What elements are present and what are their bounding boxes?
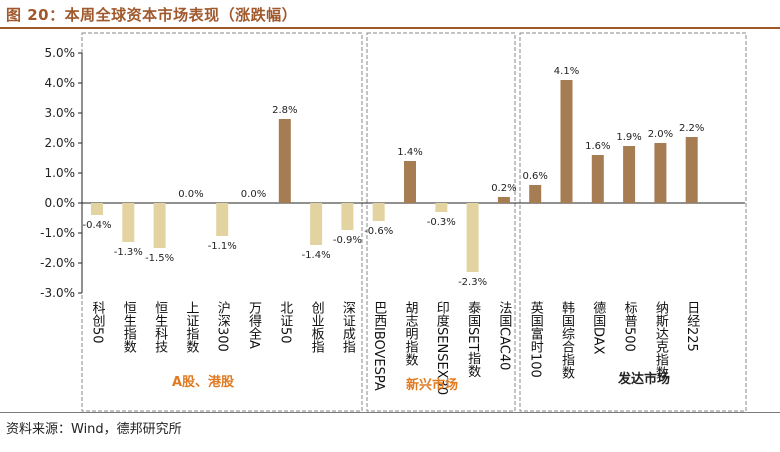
bar <box>216 203 229 236</box>
x-tick-label: 纳斯达克指数 <box>653 301 669 379</box>
y-tick-label: -3.0% <box>40 286 75 300</box>
y-tick-label: -1.0% <box>40 226 75 240</box>
bar <box>466 203 479 272</box>
group-label: A股、港股 <box>172 374 234 390</box>
bar <box>435 203 448 212</box>
bar <box>591 155 604 203</box>
x-tick-label: 恒生指数 <box>121 301 137 353</box>
x-tick-label: 巴西IBOVESPA <box>371 301 387 391</box>
x-tick-label: 标普500 <box>622 301 638 352</box>
chart-title: 图 20：本周全球资本市场表现（涨跌幅） <box>6 6 298 24</box>
x-tick-label: 科创50 <box>90 301 106 344</box>
bar <box>341 203 354 230</box>
x-tick-label: 创业板指 <box>309 301 325 353</box>
footer-rule <box>0 412 780 413</box>
bars <box>91 80 698 272</box>
data-label: -1.4% <box>302 250 331 261</box>
bar <box>685 137 698 203</box>
value-labels: -0.4%-1.3%-1.5%0.0%-1.1%0.0%2.8%-1.4%-0.… <box>82 66 704 288</box>
y-tick-label: 5.0% <box>45 46 76 60</box>
x-tick-label: 英国富时100 <box>528 301 544 378</box>
data-label: 4.1% <box>554 66 579 77</box>
bar <box>91 203 103 215</box>
data-label: 2.8% <box>272 105 297 116</box>
bar <box>654 143 667 203</box>
data-label: -0.4% <box>82 220 111 231</box>
bar <box>310 203 323 245</box>
y-axis: -3.0% -2.0% -1.0% 0.0% 1.0% 2.0% 3.0% 4.0% 5.0% <box>40 46 745 300</box>
bar <box>153 203 166 248</box>
data-label: 1.6% <box>585 141 610 152</box>
bar <box>372 203 385 221</box>
y-tick-label: -2.0% <box>40 256 75 270</box>
group-labels: A股、港股 新兴市场 发达市场 <box>172 371 670 393</box>
x-tick-label: 日经225 <box>684 301 700 352</box>
title-rule <box>0 27 780 29</box>
x-tick-label: 法国CAC40 <box>496 301 512 370</box>
bar <box>623 146 636 203</box>
group-label: 发达市场 <box>617 371 670 387</box>
bar <box>497 197 510 203</box>
x-tick-label: 万得全A <box>246 301 262 349</box>
x-tick-label: 沪深300 <box>215 300 231 351</box>
x-tick-label: 德国DAX <box>590 301 606 355</box>
data-label: 0.2% <box>491 183 516 194</box>
data-label: -1.5% <box>145 253 174 264</box>
y-tick-label: 0.0% <box>45 196 76 210</box>
group-frame-a-shares <box>81 32 363 412</box>
group-frame-developed <box>519 32 747 412</box>
group-label: 新兴市场 <box>406 377 458 393</box>
y-tick-label: 3.0% <box>45 106 76 120</box>
data-label: 1.4% <box>397 147 422 158</box>
y-tick-label: 2.0% <box>45 136 76 150</box>
y-tick-label: 1.0% <box>45 166 76 180</box>
source-note: 资料来源：Wind，德邦研究所 <box>6 422 182 437</box>
bar <box>122 203 135 242</box>
data-label: 0.0% <box>178 189 203 200</box>
data-label: 0.0% <box>241 189 266 200</box>
data-label: -0.3% <box>427 217 456 228</box>
x-tick-label: 恒生科技 <box>152 301 168 353</box>
data-label: 1.9% <box>616 132 641 143</box>
data-label: -2.3% <box>458 277 487 288</box>
group-frames <box>81 32 747 412</box>
data-label: 2.2% <box>679 123 704 134</box>
x-tick-label: 泰国SET指数 <box>465 301 481 378</box>
bar <box>529 185 542 203</box>
bar <box>278 119 291 203</box>
x-tick-label: 深证成指 <box>340 301 356 353</box>
data-label: 2.0% <box>648 129 673 140</box>
data-label: -1.1% <box>208 241 237 252</box>
x-tick-label: 印度SENSEX30 <box>434 301 450 395</box>
y-tick-label: 4.0% <box>45 76 76 90</box>
x-tick-label: 上证指数 <box>183 301 199 353</box>
data-label: 0.6% <box>522 171 547 182</box>
data-label: -0.6% <box>364 226 393 237</box>
data-label: -0.9% <box>333 235 362 246</box>
x-tick-label: 胡志明指数 <box>403 301 419 366</box>
data-label: -1.3% <box>114 247 143 258</box>
x-axis-labels: 科创50 恒生指数 恒生科技 上证指数 沪深300 万得全A 北证50 创业板指 深证成指 巴西I… <box>90 300 700 395</box>
bar <box>404 161 416 203</box>
bar-chart: -3.0%-2.0%-1.0%0.0%1.0%2.0%3.0%4.0%5.0% … <box>40 32 747 412</box>
x-tick-label: 北证50 <box>277 301 293 344</box>
x-tick-label: 韩国综合指数 <box>559 301 575 379</box>
bar <box>560 80 573 203</box>
group-frame-emerging <box>366 32 516 412</box>
